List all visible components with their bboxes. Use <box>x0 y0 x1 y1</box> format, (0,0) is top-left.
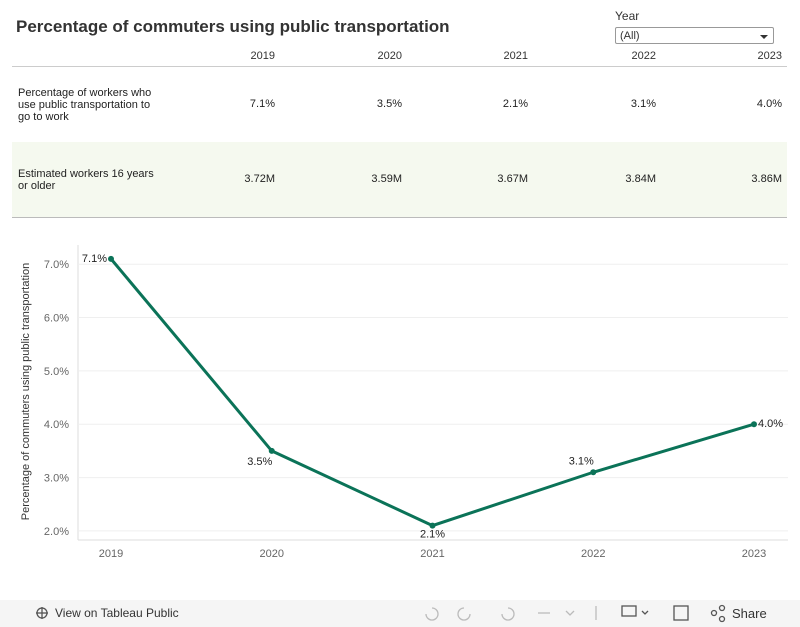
filter-dropdown[interactable]: (All) <box>615 27 774 44</box>
table-cell: 7.1% <box>249 97 275 110</box>
row-band <box>12 142 787 217</box>
x-tick-label: 2021 <box>420 548 444 560</box>
view-link[interactable]: View on Tableau Public <box>55 606 179 620</box>
y-tick-label: 2.0% <box>44 526 69 538</box>
download[interactable] <box>621 605 637 617</box>
share-icon[interactable] <box>710 609 718 617</box>
pause[interactable] <box>565 610 575 616</box>
data-label: 3.1% <box>569 455 594 467</box>
data-label: 4.0% <box>758 418 783 430</box>
point <box>590 469 597 476</box>
table-cell: 3.59M <box>371 172 402 185</box>
point <box>751 421 757 428</box>
column-header: 2023 <box>757 50 782 62</box>
toolbar <box>0 600 800 627</box>
point <box>429 522 436 529</box>
fullscreen[interactable] <box>673 605 689 621</box>
toolbar-icons <box>36 604 726 623</box>
x-tick-label: 2020 <box>260 548 284 560</box>
divider <box>12 66 787 67</box>
column-header: 2022 <box>631 50 656 62</box>
y-tick-label: 3.0% <box>44 473 69 485</box>
table-cell: 3.84M <box>625 172 656 185</box>
table-cell: 2.1% <box>502 97 528 110</box>
x-tick-label: 2022 <box>581 548 605 560</box>
share-button[interactable]: Share <box>732 606 767 621</box>
y-tick-label: 7.0% <box>44 259 69 271</box>
table-cell: 3.72M <box>244 172 275 185</box>
table-cell: 3.86M <box>751 172 782 185</box>
y-tick-label: 5.0% <box>44 366 69 378</box>
row-label: Estimated workers 16 years or older <box>18 167 154 192</box>
y-tick-label: 4.0% <box>44 419 69 431</box>
table-cell: 4.0% <box>756 97 782 110</box>
x-tick-label: 2023 <box>742 548 766 560</box>
data-label: 2.1% <box>420 529 445 541</box>
table-cell: 3.1% <box>630 97 656 110</box>
undo[interactable] <box>425 607 439 621</box>
chart: 2.0% 3.0% 4.0% 5.0% 6.0% 7.0% Percentage of co… <box>20 245 788 560</box>
column-header: 2021 <box>503 50 528 62</box>
line <box>109 257 755 528</box>
column-header: 2020 <box>377 50 402 62</box>
y-tick-label: 6.0% <box>44 313 69 325</box>
table-cell: 3.67M <box>497 172 528 185</box>
data-label: 7.1% <box>82 253 107 265</box>
revert[interactable] <box>501 607 515 621</box>
column-header: 2019 <box>250 50 275 62</box>
data-label: 3.5% <box>247 456 272 468</box>
filter-label: Year <box>615 9 640 23</box>
x-tick-label: 2019 <box>99 548 123 560</box>
y-axis-title: Percentage of commuters using public tra… <box>20 263 32 520</box>
point <box>268 447 275 454</box>
divider <box>12 217 787 218</box>
redo[interactable] <box>457 607 471 621</box>
title: Percentage of commuters using public tra… <box>16 17 450 36</box>
point <box>108 255 114 262</box>
table-cell: 3.5% <box>376 97 402 110</box>
row-label: Percentage of workers who use public tra… <box>18 86 152 123</box>
